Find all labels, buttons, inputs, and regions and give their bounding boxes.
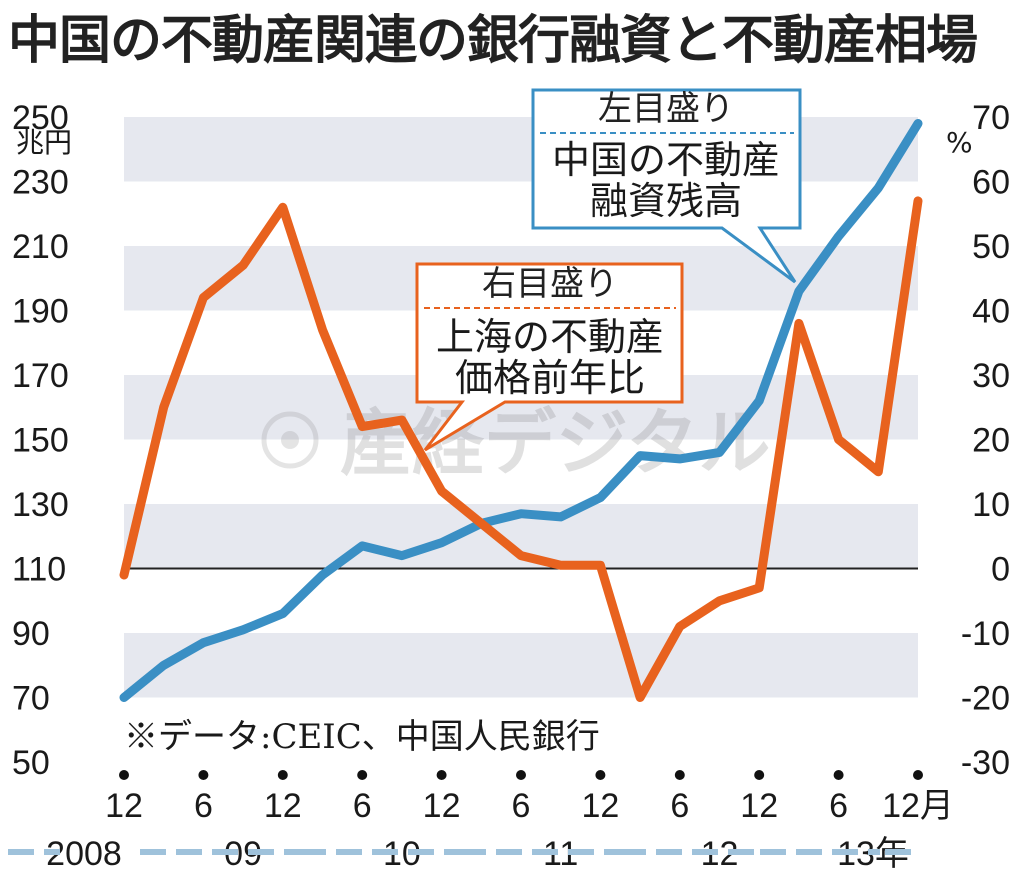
x-tick-dot — [277, 770, 288, 780]
x-tick-label: 6 — [353, 787, 372, 825]
left-tick-label: 50 — [12, 744, 50, 782]
watermark: 産経デジタル — [261, 401, 771, 485]
left-axis-unit: 兆円 — [16, 126, 72, 159]
x-tick-dot — [833, 770, 844, 780]
left-tick-label: 90 — [12, 615, 50, 653]
x-tick-dot — [754, 770, 765, 780]
series-lines — [119, 119, 923, 702]
left-tick-label: 130 — [12, 486, 69, 524]
x-tick-label: 12 — [740, 787, 778, 825]
legend-left-box: 左目盛り 中国の不動産 融資残高 — [531, 88, 802, 284]
right-tick-label: 10 — [972, 486, 1010, 524]
left-tick-label: 250 — [12, 99, 69, 137]
x-tick-label: 12 — [581, 787, 619, 825]
left-tick-label: 150 — [12, 422, 69, 460]
x-tick-dot — [198, 770, 209, 780]
right-tick-label: 50 — [972, 228, 1010, 266]
x-tick-label: 12 — [105, 787, 143, 825]
right-tick-label: 30 — [972, 357, 1010, 395]
x-tick-dot — [119, 770, 129, 780]
legend-left-line1: 中国の不動産 — [552, 138, 780, 182]
right-tick-label: -20 — [961, 680, 1010, 718]
right-tick-label: -30 — [961, 744, 1010, 782]
legend-right-line2: 価格前年比 — [455, 356, 645, 400]
x-axis-ticks: 12 6 12 6 12 6 12 6 12 6 12月 — [105, 787, 954, 825]
legend-left-line2: 融資残高 — [590, 179, 742, 223]
chart-title: 中国の不動産関連の銀行融資と不動産相場 — [8, 11, 978, 71]
source-note: ※データ:CEIC、中国人民銀行 — [124, 717, 600, 757]
watermark-logo-icon — [261, 411, 319, 469]
left-tick-label: 170 — [12, 357, 69, 395]
x-tick-label: 6 — [670, 787, 689, 825]
series-line-price — [119, 196, 923, 702]
x-tick-dot — [913, 770, 923, 780]
right-tick-label: 40 — [972, 293, 1010, 331]
left-tick-label: 190 — [12, 293, 69, 331]
right-axis-unit: % — [946, 126, 973, 159]
series-line-loans — [119, 119, 923, 702]
x-tick-dot — [595, 770, 606, 780]
right-tick-label: 20 — [972, 422, 1010, 460]
x-axis-dots — [119, 770, 923, 780]
x-tick-label: 12月 — [882, 787, 954, 825]
x-tick-label: 6 — [194, 787, 213, 825]
right-tick-label: 60 — [972, 164, 1010, 202]
right-tick-label: -10 — [961, 615, 1010, 653]
left-tick-label: 110 — [12, 551, 66, 589]
x-tick-label: 12 — [264, 787, 302, 825]
x-tick-dot — [436, 770, 447, 780]
x-tick-dot — [516, 770, 526, 780]
legend-right-line1: 上海の不動産 — [436, 315, 664, 359]
watermark-text: 産経デジタル — [340, 401, 771, 485]
x-tick-label: 6 — [512, 787, 531, 825]
watermark-logo-dot-icon — [281, 431, 299, 449]
left-tick-label: 210 — [12, 228, 69, 266]
legend-right-title: 右目盛り — [482, 264, 618, 304]
legend-left-title: 左目盛り — [598, 89, 734, 129]
x-tick-label: 12 — [423, 787, 461, 825]
band — [124, 633, 918, 698]
x-tick-dot — [357, 770, 368, 780]
left-axis-ticks: 250 230 210 190 170 150 130 110 90 70 50 — [12, 99, 69, 782]
x-tick-label: 6 — [829, 787, 848, 825]
right-tick-label: 70 — [972, 99, 1010, 137]
left-tick-label: 70 — [12, 680, 50, 718]
legend-right-box: 右目盛り 上海の不動産 価格前年比 — [415, 262, 684, 452]
right-tick-label: 0 — [991, 551, 1010, 589]
x-tick-dot — [674, 770, 685, 780]
left-tick-label: 230 — [12, 164, 69, 202]
right-axis-ticks: 70 60 50 40 30 20 10 0 -10 -20 -30 — [961, 99, 1010, 782]
